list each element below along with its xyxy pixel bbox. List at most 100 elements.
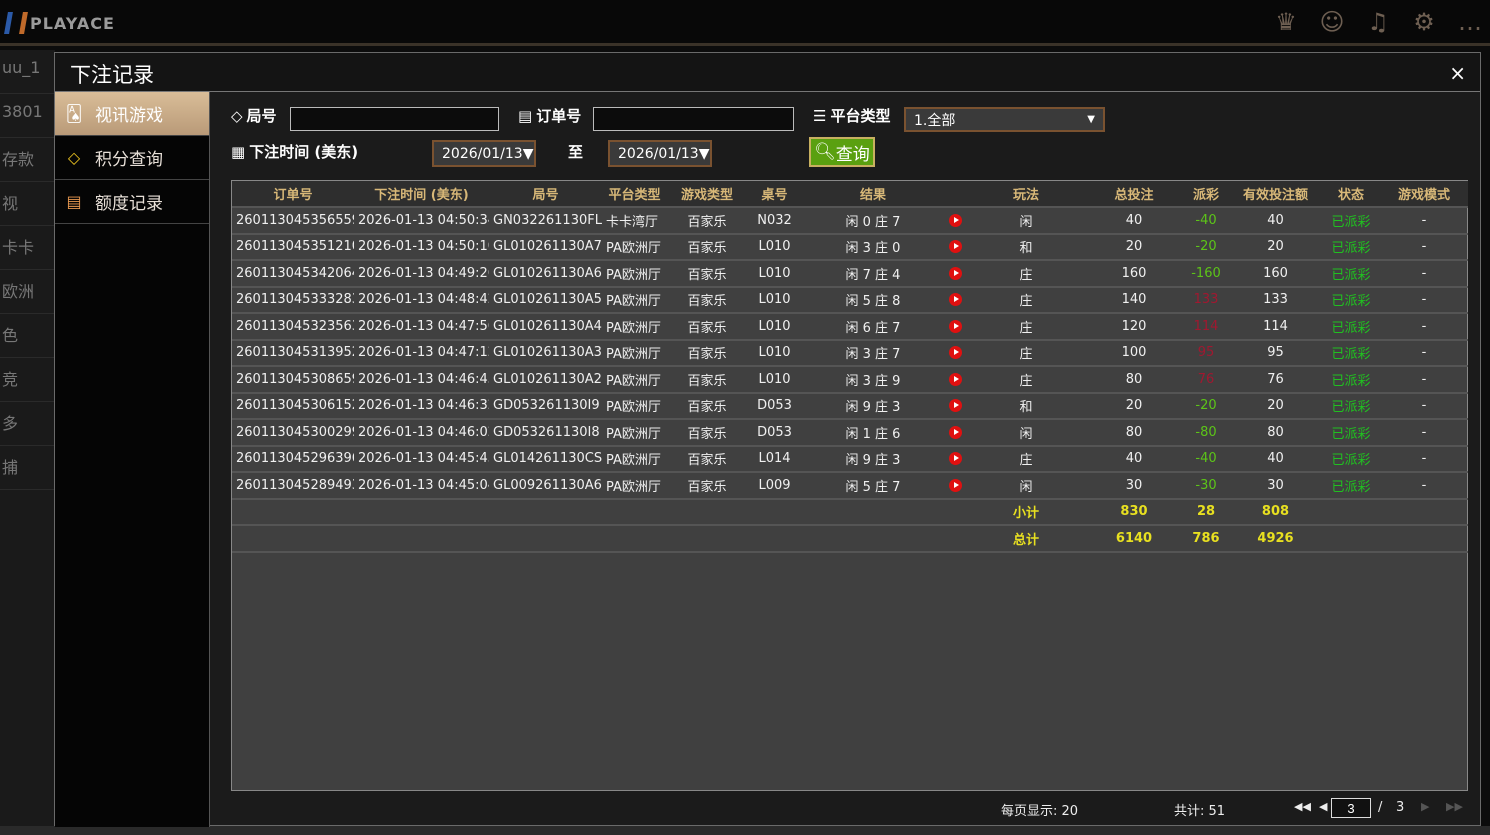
table-row[interactable]: 260113045306152 2026-01-13 04:46:32 GD0532… bbox=[232, 392, 1468, 420]
cell: 2026-01-13 04:46:32 bbox=[354, 392, 489, 420]
play-video-icon[interactable] bbox=[944, 366, 967, 394]
play-video-icon[interactable] bbox=[944, 339, 967, 367]
cell: 闲 9 庄 3 bbox=[802, 392, 944, 420]
summary-bet: 6140 bbox=[1085, 525, 1183, 553]
platform-select[interactable]: 1.全部 ▼ bbox=[904, 107, 1105, 132]
sidebar-item-points[interactable]: ◇ 积分查询 bbox=[55, 136, 209, 180]
next-page-icon[interactable]: ▶ bbox=[1421, 800, 1430, 813]
play-video-icon[interactable] bbox=[944, 207, 967, 235]
cell: 260113045351210 bbox=[232, 233, 354, 261]
cell: 庄 bbox=[967, 339, 1085, 367]
column-header: 局号 bbox=[489, 181, 602, 208]
cell bbox=[354, 498, 489, 526]
table-row[interactable]: 260113045289493 2026-01-13 04:45:04 GL0092… bbox=[232, 472, 1468, 500]
play-video-icon[interactable] bbox=[944, 445, 967, 473]
cell: 百家乐 bbox=[667, 286, 747, 314]
cell: 闲 6 庄 7 bbox=[802, 313, 944, 341]
cell: 庄 bbox=[967, 286, 1085, 314]
cell: PA欧洲厅 bbox=[602, 260, 667, 288]
gear-icon[interactable]: ⚙ bbox=[1413, 8, 1435, 36]
cell: 120 bbox=[1085, 313, 1183, 341]
cell: D053 bbox=[747, 392, 802, 420]
table-row[interactable]: 260113045333283 2026-01-13 04:48:42 GL0102… bbox=[232, 286, 1468, 314]
cell: L010 bbox=[747, 286, 802, 314]
cell: 80 bbox=[1085, 419, 1183, 447]
first-page-icon[interactable]: ◀◀ bbox=[1294, 800, 1311, 813]
cell: 庄 bbox=[967, 260, 1085, 288]
cell: 20 bbox=[1085, 392, 1183, 420]
cell: PA欧洲厅 bbox=[602, 445, 667, 473]
bg-item: 视 bbox=[0, 182, 55, 226]
cell: 260113045323563 bbox=[232, 313, 354, 341]
cell: 260113045300299 bbox=[232, 419, 354, 447]
cell bbox=[489, 525, 602, 553]
table-row[interactable]: 260113045323563 2026-01-13 04:47:56 GL0102… bbox=[232, 313, 1468, 341]
chat-icon[interactable]: … bbox=[1458, 8, 1482, 36]
table-row[interactable]: 260113045356559 2026-01-13 04:50:34 GN0322… bbox=[232, 207, 1468, 235]
cell: 庄 bbox=[967, 445, 1085, 473]
date-to-select[interactable]: 2026/01/13▼ bbox=[608, 140, 712, 167]
cell: 闲 5 庄 8 bbox=[802, 286, 944, 314]
table-header: 订单号 下注时间 (美东) 局号 平台类型 游戏类型 桌号 结果 玩法 总投注 派彩 有效投注额 状态… bbox=[232, 181, 1468, 208]
cell: 和 bbox=[967, 233, 1085, 261]
cell: 已派彩 bbox=[1322, 233, 1380, 261]
cell: 百家乐 bbox=[667, 366, 747, 394]
customer-service-icon[interactable]: ☺ bbox=[1319, 8, 1345, 36]
vip-icon[interactable]: ♛ bbox=[1275, 8, 1297, 36]
cell: 260113045333283 bbox=[232, 286, 354, 314]
cell: L010 bbox=[747, 339, 802, 367]
cell: -40 bbox=[1183, 445, 1229, 473]
table-row[interactable]: 260113045296396 2026-01-13 04:45:43 GL0142… bbox=[232, 445, 1468, 473]
cell: 2026-01-13 04:46:02 bbox=[354, 419, 489, 447]
cell bbox=[667, 525, 747, 553]
table-row[interactable]: 260113045342064 2026-01-13 04:49:26 GL0102… bbox=[232, 260, 1468, 288]
play-video-icon[interactable] bbox=[944, 392, 967, 420]
date-from-select[interactable]: 2026/01/13▼ bbox=[432, 140, 536, 167]
round-input[interactable] bbox=[290, 107, 499, 131]
cell: 30 bbox=[1085, 472, 1183, 500]
table-row[interactable]: 260113045351210 2026-01-13 04:50:10 GL0102… bbox=[232, 233, 1468, 261]
cell bbox=[489, 498, 602, 526]
sidebar-item-live-games[interactable]: 🂡 视讯游戏 bbox=[55, 92, 209, 136]
play-video-icon[interactable] bbox=[944, 233, 967, 261]
table-row[interactable]: 260113045308659 2026-01-13 04:46:45 GL0102… bbox=[232, 366, 1468, 394]
sidebar-item-label: 积分查询 bbox=[95, 150, 163, 170]
cell bbox=[1380, 525, 1468, 553]
cell: 133 bbox=[1183, 286, 1229, 314]
query-button[interactable]: 🔍︎ 查询 bbox=[809, 137, 875, 167]
order-input[interactable] bbox=[593, 107, 794, 131]
close-icon[interactable]: × bbox=[1449, 61, 1466, 85]
bet-table: 订单号 下注时间 (美东) 局号 平台类型 游戏类型 桌号 结果 玩法 总投注 派彩 有效投注额 状态… bbox=[231, 180, 1468, 791]
table-row[interactable]: 260113045300299 2026-01-13 04:46:02 GD0532… bbox=[232, 419, 1468, 447]
last-page-icon[interactable]: ▶▶ bbox=[1446, 800, 1463, 813]
cell: L010 bbox=[747, 260, 802, 288]
cell: L010 bbox=[747, 366, 802, 394]
cell: GL010261130A2 bbox=[489, 366, 602, 394]
play-video-icon[interactable] bbox=[944, 472, 967, 500]
cell: D053 bbox=[747, 419, 802, 447]
column-header: 玩法 bbox=[967, 181, 1085, 208]
time-label: ▦ 下注时间 (美东) bbox=[231, 142, 359, 162]
cell: 260113045296396 bbox=[232, 445, 354, 473]
page-input[interactable] bbox=[1331, 798, 1371, 818]
bg-item: 竞 bbox=[0, 358, 55, 402]
play-video-icon[interactable] bbox=[944, 286, 967, 314]
play-video-icon[interactable] bbox=[944, 419, 967, 447]
table-row[interactable]: 260113045313952 2026-01-13 04:47:12 GL0102… bbox=[232, 339, 1468, 367]
cell: 2026-01-13 04:46:45 bbox=[354, 366, 489, 394]
cell: 260113045306152 bbox=[232, 392, 354, 420]
bg-item: 存款 bbox=[0, 138, 55, 182]
cell: GL010261130A6 bbox=[489, 260, 602, 288]
sidebar-item-credit-records[interactable]: ▤ 额度记录 bbox=[55, 180, 209, 224]
play-video-icon[interactable] bbox=[944, 313, 967, 341]
cell: PA欧洲厅 bbox=[602, 233, 667, 261]
music-icon[interactable]: ♫ bbox=[1367, 8, 1389, 36]
cell: N032 bbox=[747, 207, 802, 235]
prev-page-icon[interactable]: ◀ bbox=[1319, 800, 1328, 813]
summary-label: 小计 bbox=[967, 498, 1085, 526]
cell: - bbox=[1380, 286, 1468, 314]
play-video-icon[interactable] bbox=[944, 260, 967, 288]
cell bbox=[802, 498, 944, 526]
content-area: ◇ 局号 ▤ 订单号 ☰ 平台类型 1.全部 ▼ ▦ 下注时间 (美东) 2026/01/… bbox=[211, 92, 1481, 827]
cell: PA欧洲厅 bbox=[602, 472, 667, 500]
